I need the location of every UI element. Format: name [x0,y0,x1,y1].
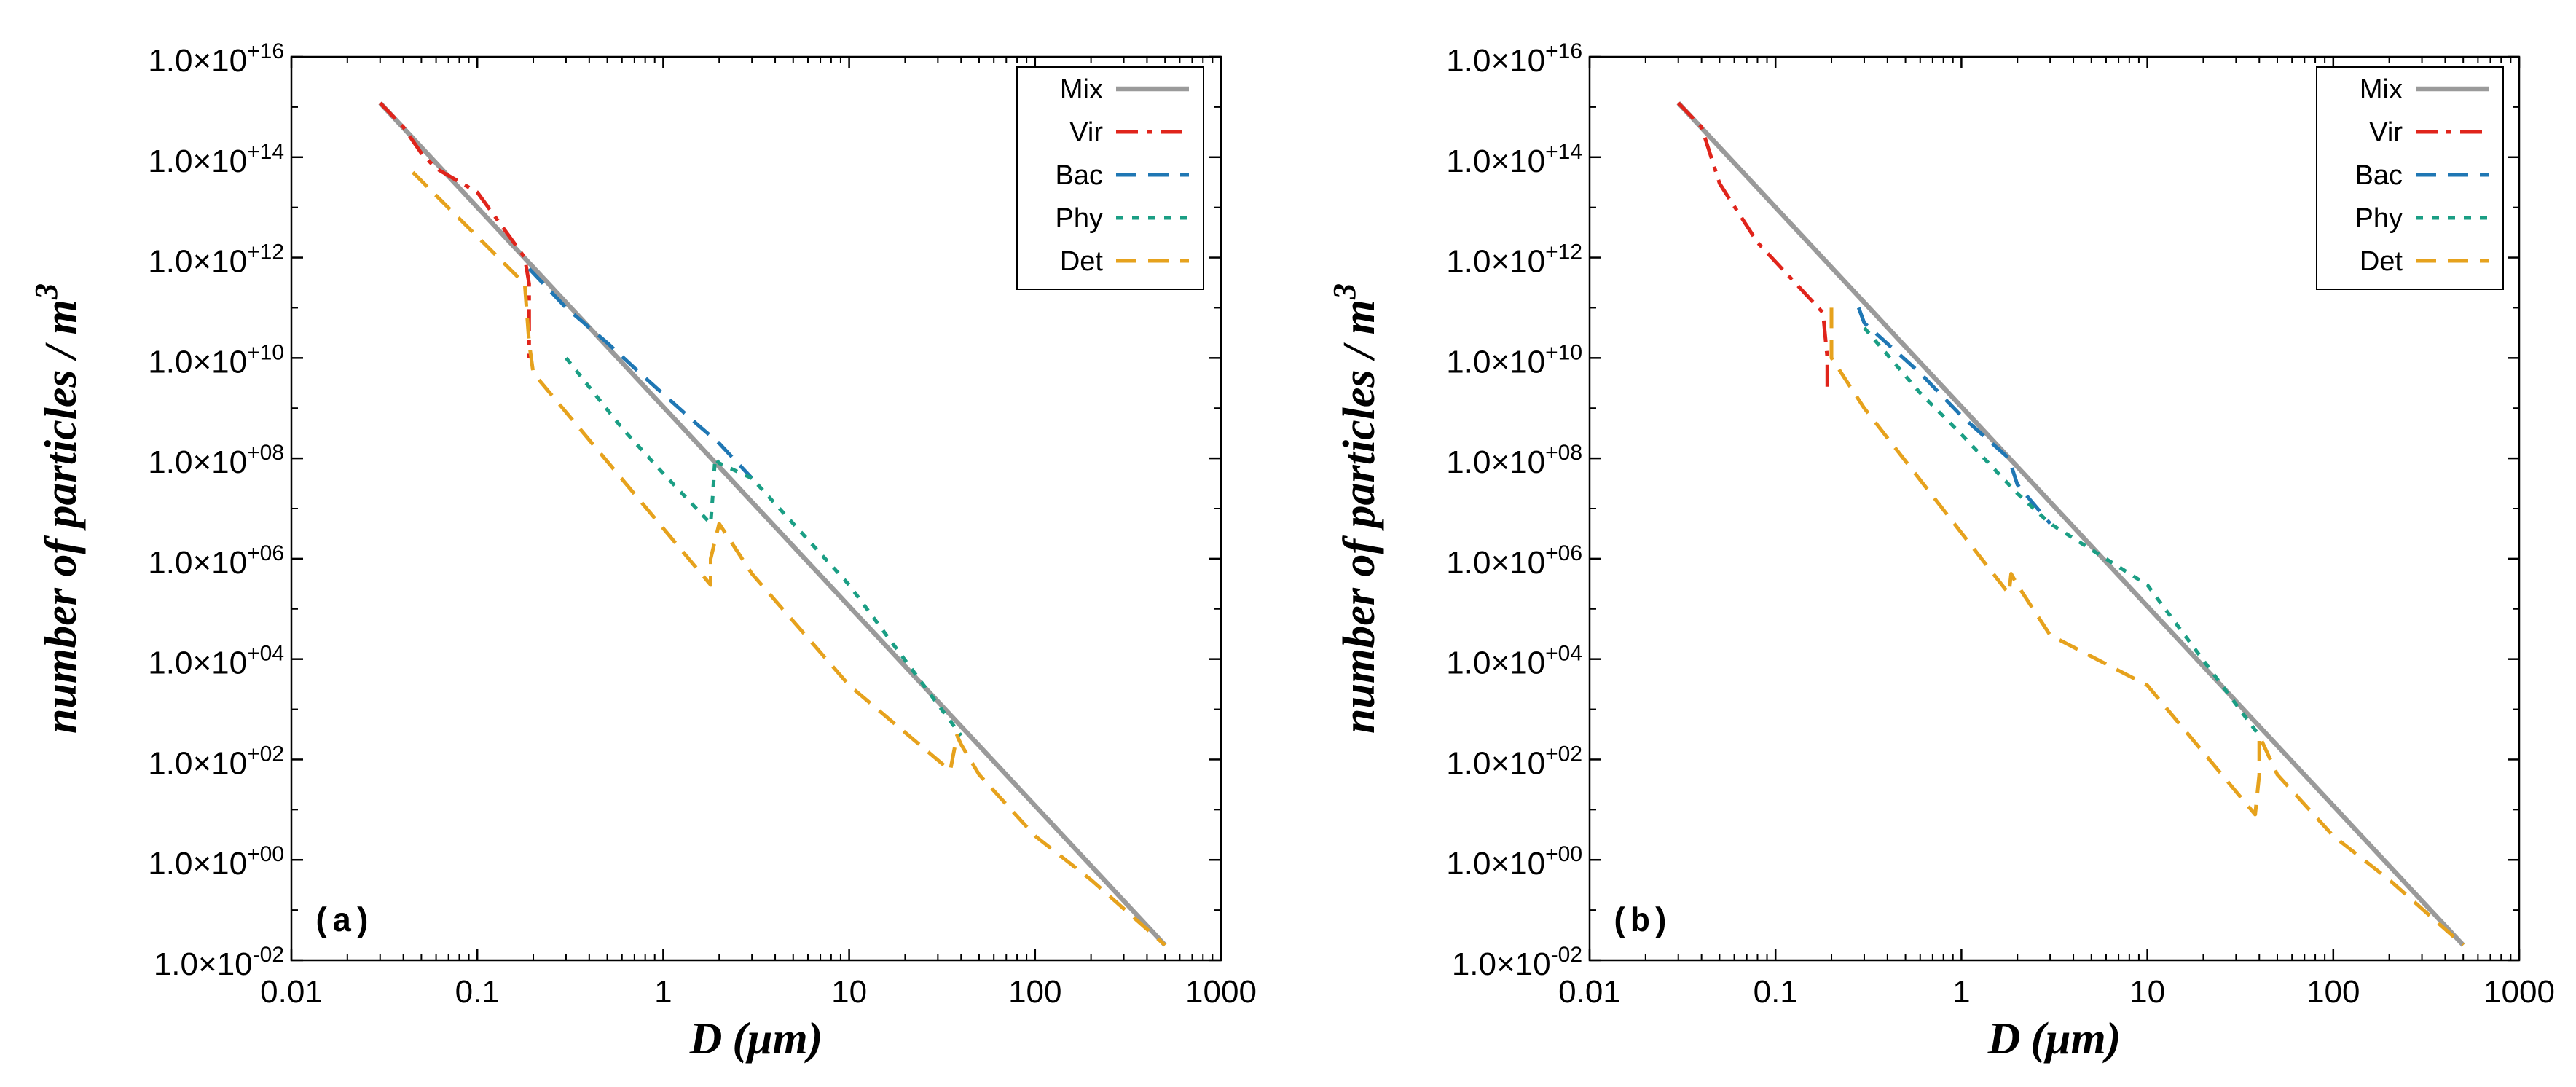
series-mix [1676,101,2465,947]
panel-b: 0.01 0.1 1 10 100 1000 1.0×10+16 1.0×10+14 1.0×1… [1327,39,2555,1064]
series-mix [378,101,1167,947]
y-tick-label: 1.0×10+12 [148,240,284,280]
panel-label: (b) [1610,903,1670,941]
series-bac [1856,307,2052,525]
y-tick-label: 1.0×10+00 [1446,842,1582,882]
y-tick-label: 1.0×10+10 [148,340,284,380]
legend-label: Bac [1056,160,1103,191]
panel-label: (a) [312,903,372,941]
x-tick-label: 1 [1952,974,1970,1010]
x-tick-label: 100 [1008,974,1061,1010]
x-axis-title: D (μm) [1987,1014,2121,1064]
y-axis-title: number of particles / m3 [28,283,86,734]
y-tick-label: 1.0×10+02 [148,742,284,781]
series-phy [565,356,963,737]
legend-label: Mix [1060,74,1103,105]
y-tick-label: 1.0×10+08 [1446,441,1582,480]
legend-label: Phy [2355,203,2403,234]
legend-label: Vir [1069,117,1103,148]
legend-box [2316,66,2504,290]
x-tick-label: 1 [654,974,672,1010]
legend: Mix Vir Bac Phy Det [2316,66,2504,290]
series-det [1829,307,2465,947]
legend-label: Det [2360,246,2403,277]
y-tick-label: 1.0×10+02 [1446,742,1582,781]
x-tick-label: 1000 [2483,974,2555,1010]
x-tick-label: 0.01 [1558,974,1621,1010]
y-axis-title: number of particles / m3 [1327,283,1384,734]
x-tick-label: 1000 [1185,974,1257,1010]
legend-label: Mix [2360,74,2403,105]
legend: Mix Vir Bac Phy Det [1016,66,1204,290]
legend-label: Vir [2369,117,2403,148]
y-tick-label: 1.0×10+00 [148,842,284,882]
y-tick-label: 1.0×10+14 [148,140,284,179]
y-tick-label: 1.0×10+06 [148,541,284,581]
x-tick-label: 10 [831,974,867,1010]
legend-label: Phy [1056,203,1103,234]
series-vir [379,101,531,358]
x-tick-label: 100 [2306,974,2360,1010]
y-tick-label: 1.0×10+04 [1446,642,1582,681]
series-vir [1677,101,1829,393]
series-bac [527,267,754,480]
y-tick-label: 1.0×10+12 [1446,240,1582,280]
legend-label: Det [1060,246,1104,277]
x-axis-title: D (μm) [689,1014,823,1064]
y-tick-label: 1.0×10+06 [1446,541,1582,581]
y-tick-label: 1.0×10+16 [148,39,284,79]
y-tick-label: 1.0×10+10 [1446,340,1582,380]
x-tick-label: 0.1 [1754,974,1798,1010]
x-tick-label: 0.1 [455,974,500,1010]
series-det [411,170,1166,947]
series-phy [1863,326,2261,737]
y-tick-label: 1.0×10+04 [148,642,284,681]
y-tick-label: 1.0×10+16 [1446,39,1582,79]
x-tick-label: 0.01 [260,974,323,1010]
x-tick-label: 10 [2129,974,2165,1010]
y-tick-label: 1.0×10+14 [1446,140,1582,179]
legend-box [1016,66,1204,290]
y-tick-label: 1.0×10+08 [148,441,284,480]
legend-label: Bac [2355,160,2403,191]
panel-a: 0.01 0.1 1 10 100 1000 1.0×10+16 1.0×10+14 1.0×1… [28,39,1257,1064]
